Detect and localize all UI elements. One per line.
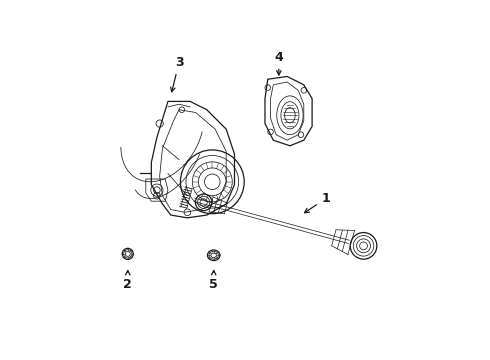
Text: 1: 1 <box>304 192 330 213</box>
Text: 3: 3 <box>171 56 183 92</box>
Text: 4: 4 <box>274 50 283 75</box>
Text: 5: 5 <box>209 270 218 291</box>
Text: 2: 2 <box>123 270 132 291</box>
